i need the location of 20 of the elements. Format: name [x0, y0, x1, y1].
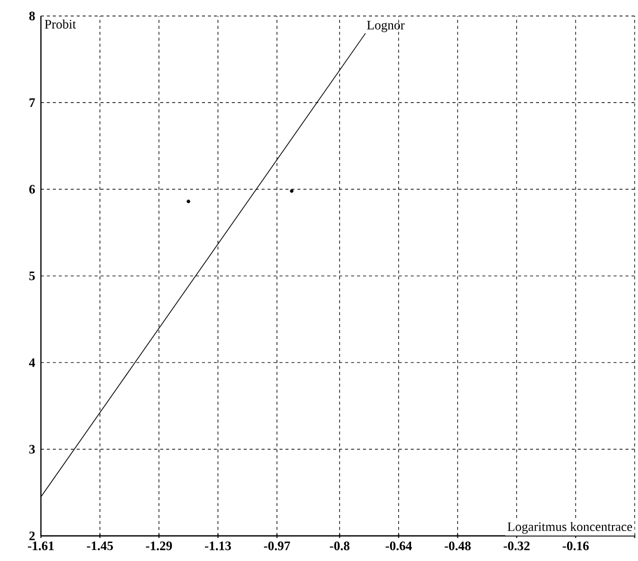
- x-tick-label: -0.32: [504, 542, 530, 550]
- y-tick-label: 2: [29, 532, 35, 540]
- x-tick-label: -1.45: [86, 542, 113, 550]
- x-tick-label: -1.61: [28, 542, 54, 550]
- x-tick-label: -1.29: [146, 542, 172, 550]
- y-axis-title: Probit: [44, 20, 76, 29]
- y-tick-label: 5: [29, 272, 35, 280]
- x-tick-label: -0.48: [444, 542, 471, 550]
- series-label: Lognor: [367, 20, 405, 32]
- x-tick-label: -0.8: [330, 542, 350, 550]
- x-tick-label: -0.16: [562, 542, 589, 550]
- y-tick-label: 8: [29, 12, 35, 20]
- y-tick-label: 7: [30, 98, 35, 107]
- x-tick-label: -0.64: [386, 542, 412, 550]
- y-tick-label: 4: [28, 358, 36, 367]
- x-tick-label: -1.13: [204, 542, 231, 550]
- x-axis-title: Logaritmus koncentrace: [508, 522, 632, 534]
- x-tick-label: -0.97: [264, 542, 290, 550]
- y-tick-label: 3: [29, 444, 35, 454]
- y-tick-label: 6: [29, 185, 35, 194]
